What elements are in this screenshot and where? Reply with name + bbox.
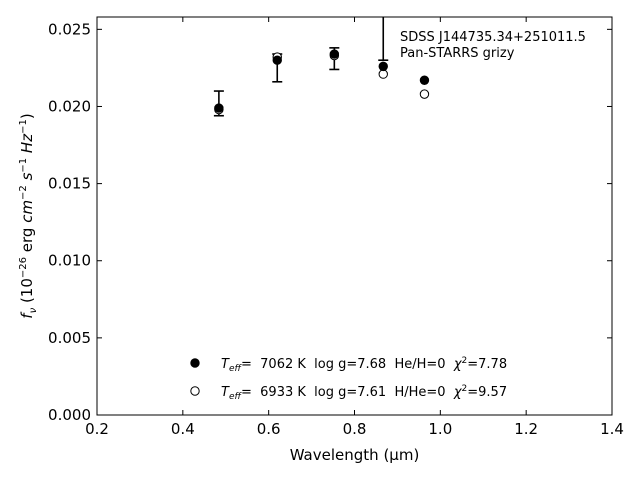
x-tick-label: 0.8: [343, 420, 367, 438]
y-axis-label: fν (10−26 erg cm−2 s−1 Hz−1): [18, 113, 39, 318]
survey-annotation: Pan-STARRS grizy: [400, 46, 515, 61]
legend-marker-open: [190, 386, 200, 396]
x-tick-label: 0.6: [257, 420, 281, 438]
y-tick-label: 0.000: [48, 406, 91, 424]
axis-ticks: 0.2 0.4 0.6 0.8 1.0 1.2 1.4 0.000 0.005 0.010 0.01…: [48, 17, 624, 438]
data-points: [214, 49, 430, 115]
model-point-filled: [214, 103, 224, 113]
object-name-annotation: SDSS J144735.34+251011.5: [400, 30, 586, 45]
model-point-open: [378, 69, 388, 79]
model-point-filled: [272, 55, 282, 65]
x-tick-label: 1.2: [514, 420, 538, 438]
model-point-filled: [329, 49, 340, 59]
legend: Teff= 7062 K log g=7.68 He/H=0 χ2=7.78 T…: [190, 356, 507, 402]
model-point-filled: [419, 75, 430, 85]
x-axis-label: Wavelength (μm): [290, 446, 420, 464]
y-tick-label: 0.010: [48, 252, 91, 270]
model-point-open: [419, 89, 430, 99]
model-point-filled: [378, 61, 388, 72]
y-tick-label: 0.005: [48, 329, 91, 347]
x-tick-label: 1.4: [600, 420, 624, 438]
plot-frame: [96, 16, 613, 416]
y-tick-label: 0.015: [48, 175, 91, 193]
y-tick-label: 0.025: [48, 20, 91, 38]
legend-entry-da: Teff= 7062 K log g=7.68 He/H=0 χ2=7.78: [221, 356, 507, 374]
x-tick-label: 0.2: [85, 420, 109, 438]
x-tick-label: 0.4: [171, 420, 195, 438]
x-tick-label: 1.0: [428, 420, 452, 438]
legend-marker-filled: [190, 358, 200, 368]
y-tick-label: 0.020: [48, 97, 91, 115]
legend-entry-db: Teff= 6933 K log g=7.61 H/He=0 χ2=9.57: [221, 384, 507, 402]
